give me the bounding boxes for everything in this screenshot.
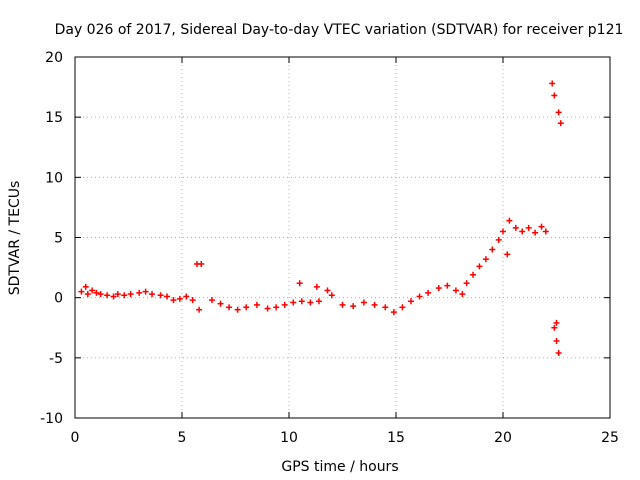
data-point: [390, 309, 397, 316]
data-point: [89, 287, 96, 294]
grid: [75, 57, 610, 418]
data-point: [114, 291, 121, 298]
data-point: [549, 80, 556, 87]
data-point: [226, 304, 233, 311]
data-point: [500, 228, 506, 235]
data-point: [149, 291, 156, 298]
y-tick-label: 20: [45, 50, 63, 66]
plot-frame: [74, 56, 611, 419]
tick-labels: 0 5 10 15 20 25 -10 -5 0 5 10 15 20: [40, 50, 619, 446]
y-tick-label: -10: [40, 411, 63, 427]
data-point: [217, 300, 224, 307]
data-point: [459, 291, 466, 298]
x-tick-label: 10: [280, 430, 298, 446]
data-point: [296, 280, 303, 287]
data-point: [142, 288, 149, 295]
data-point: [452, 287, 459, 294]
x-tick-label: 5: [178, 430, 187, 446]
data-point: [298, 298, 305, 305]
data-point: [551, 324, 558, 331]
data-point: [495, 236, 502, 243]
data-point: [532, 229, 539, 236]
data-point: [557, 120, 564, 127]
y-tick-label: 5: [54, 231, 63, 247]
data-point: [189, 297, 196, 304]
data-point: [234, 306, 241, 313]
data-point: [97, 291, 104, 298]
data-point: [196, 306, 203, 313]
data-point: [121, 292, 128, 299]
data-point: [538, 223, 545, 230]
data-point: [281, 301, 288, 308]
data-point: [264, 305, 271, 312]
data-point: [253, 301, 260, 308]
data-point: [553, 319, 560, 326]
data-point: [78, 288, 85, 295]
data-point: [157, 292, 164, 299]
data-point: [371, 301, 378, 308]
data-point: [290, 299, 297, 306]
data-point: [127, 291, 134, 298]
x-axis-label: GPS time / hours: [281, 459, 398, 475]
data-point: [164, 293, 171, 300]
data-point: [476, 263, 483, 270]
data-point: [307, 299, 314, 306]
data-point: [315, 298, 322, 305]
data-point: [504, 251, 511, 258]
data-point: [407, 298, 414, 305]
data-point: [136, 289, 143, 296]
data-point: [519, 228, 526, 235]
data-point: [198, 260, 205, 267]
data-point: [551, 92, 558, 99]
data-point: [208, 297, 215, 304]
y-tick-label: 0: [54, 291, 63, 307]
data-point: [444, 282, 451, 289]
chart-title: Day 026 of 2017, Sidereal Day-to-day VTE…: [55, 22, 624, 38]
data-point: [463, 280, 470, 287]
data-point: [489, 246, 496, 253]
data-point: [470, 271, 477, 278]
data-point: [176, 295, 183, 302]
x-tick-label: 0: [71, 430, 80, 446]
data-point: [525, 224, 532, 231]
data-point: [542, 228, 549, 235]
data-point: [110, 293, 117, 300]
data-series: [78, 80, 564, 357]
data-point: [555, 350, 562, 357]
data-point: [93, 289, 100, 296]
data-point: [104, 292, 111, 299]
x-tick-label: 15: [387, 430, 405, 446]
data-point: [425, 289, 432, 296]
data-point: [512, 224, 519, 231]
data-point: [324, 287, 331, 294]
data-point: [328, 292, 335, 299]
data-point: [555, 109, 562, 116]
y-tick-label: 15: [45, 110, 63, 126]
data-point: [482, 256, 489, 263]
data-point: [273, 304, 280, 311]
data-point: [313, 283, 320, 290]
data-point: [399, 304, 406, 311]
data-point: [84, 291, 91, 298]
data-point: [170, 297, 177, 304]
y-tick-label: 10: [45, 170, 63, 186]
data-point: [243, 304, 250, 311]
data-point: [435, 285, 442, 292]
data-point: [382, 304, 389, 311]
data-point: [553, 337, 560, 344]
data-point: [416, 293, 423, 300]
data-point: [506, 217, 513, 224]
data-point: [339, 301, 346, 308]
y-tick-label: -5: [49, 351, 63, 367]
x-tick-label: 25: [601, 430, 619, 446]
x-tick-label: 20: [494, 430, 512, 446]
data-point: [360, 299, 367, 306]
data-point: [82, 283, 89, 290]
data-point: [350, 303, 357, 310]
y-axis-label: SDTVAR / TECUs: [7, 181, 23, 296]
data-point: [183, 293, 190, 300]
